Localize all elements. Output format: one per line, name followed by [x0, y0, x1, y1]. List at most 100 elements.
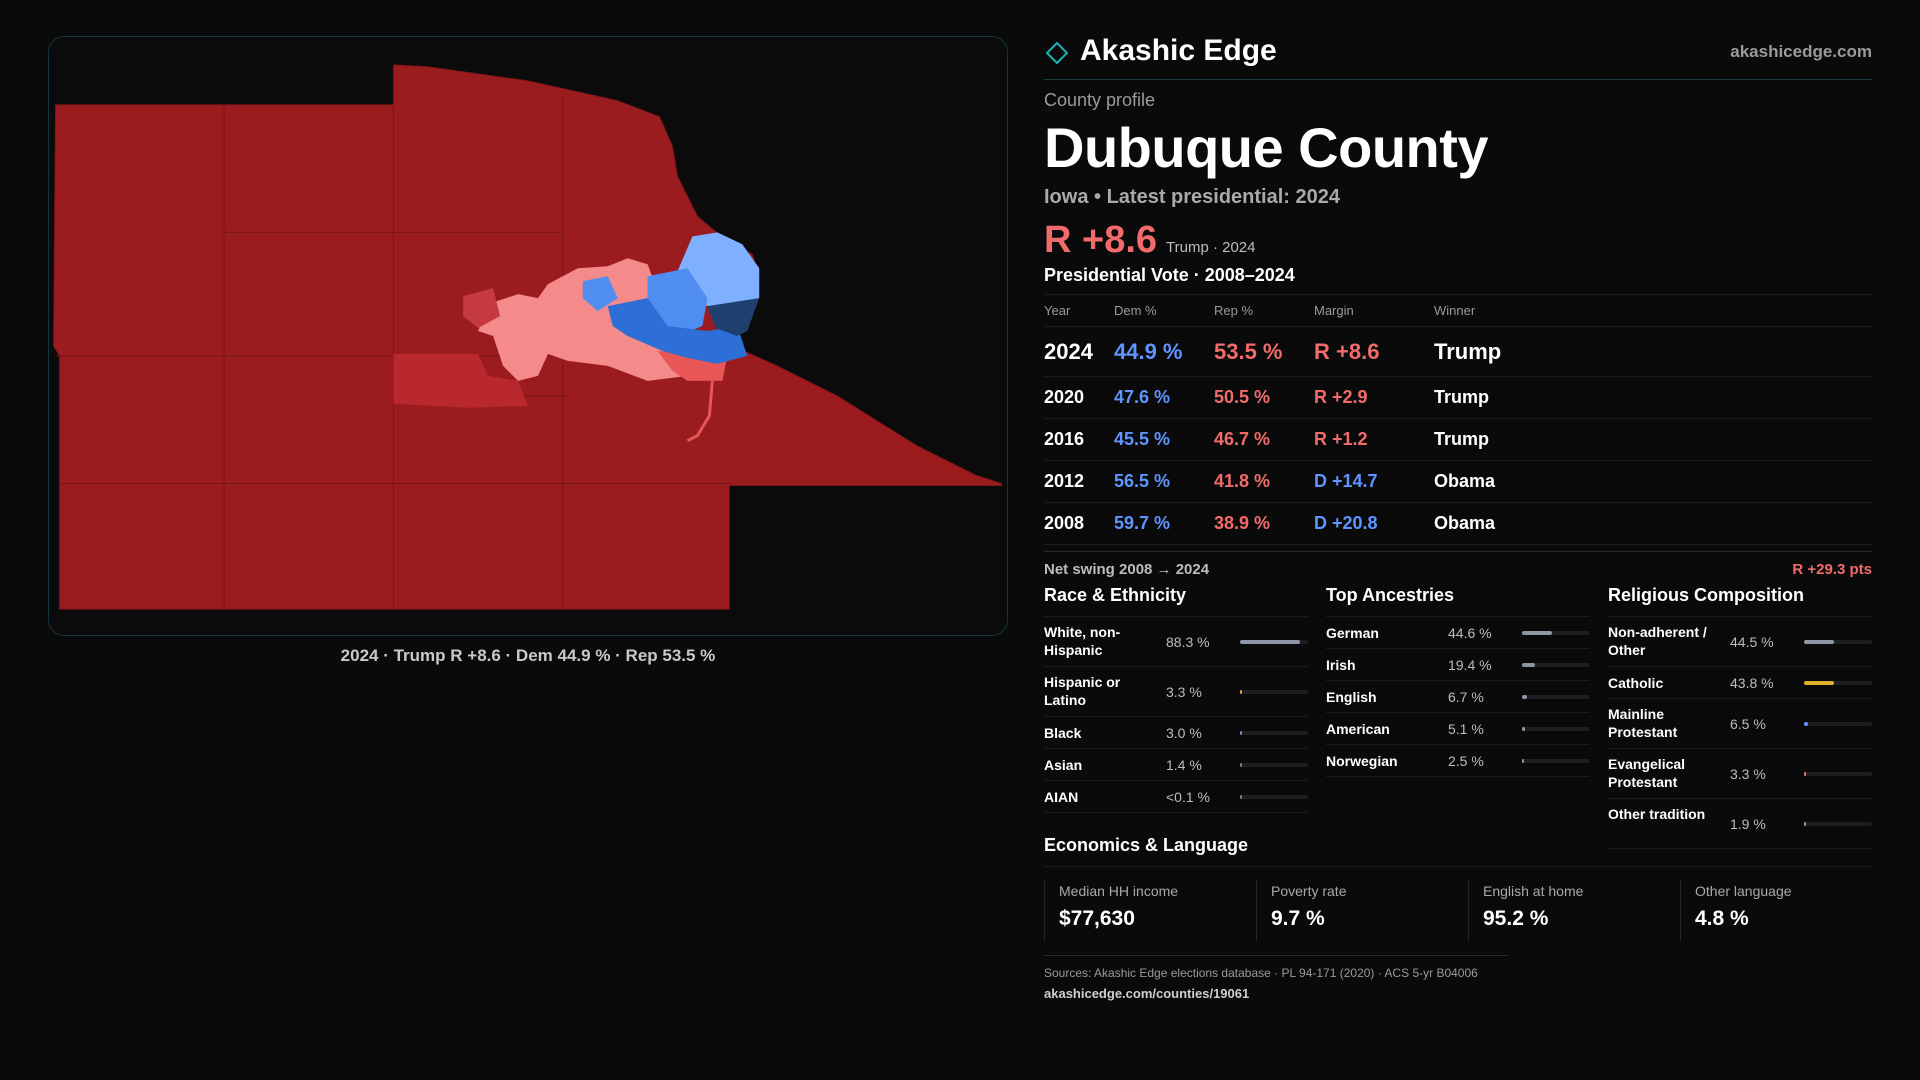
- religion-label: Evangelical Protestant: [1608, 756, 1686, 790]
- table-row[interactable]: 2020 47.6 % 50.5 % R +2.9 Trump: [1044, 376, 1872, 419]
- precinct-map[interactable]: [49, 37, 1007, 635]
- race-value: 3.3 %: [1166, 684, 1202, 700]
- precincts-dem-strong[interactable]: [607, 298, 748, 364]
- ancestry-row: German 44.6 %: [1326, 617, 1590, 649]
- econ-label: English at home: [1483, 883, 1584, 899]
- sources-link[interactable]: akashicedge.com/counties/19061: [1044, 986, 1250, 1001]
- religion-bar: [1804, 640, 1872, 644]
- religion-bar: [1804, 772, 1872, 776]
- race-bar: [1240, 795, 1308, 799]
- margin-cell: R +2.9: [1314, 376, 1434, 419]
- precincts-rep-light[interactable]: [478, 258, 698, 381]
- religion-label: Mainline Protestant: [1608, 706, 1678, 740]
- race-bar: [1240, 731, 1308, 735]
- margin-cell: D +20.8: [1314, 502, 1434, 545]
- margin-cell: R +1.2: [1314, 418, 1434, 461]
- race-label: Hispanic or Latino: [1044, 674, 1121, 708]
- brand-name: Akashic Edge: [1080, 34, 1277, 67]
- religion-bar-fill: [1804, 822, 1807, 826]
- rep-cell: 53.5 %: [1214, 326, 1314, 377]
- dem-cell: 59.7 %: [1114, 502, 1214, 545]
- county-map[interactable]: [48, 36, 1008, 636]
- winner-cell: Obama: [1434, 460, 1872, 503]
- margin-summary: R +8.6 Trump · 2024: [1044, 219, 1872, 263]
- dem-cell: 47.6 %: [1114, 376, 1214, 419]
- winner-cell: Obama: [1434, 502, 1872, 545]
- ancestry-bar: [1522, 695, 1590, 699]
- table-row[interactable]: 2024 44.9 % 53.5 % R +8.6 Trump: [1044, 326, 1872, 377]
- precincts-rep-med-west[interactable]: [463, 288, 501, 329]
- votes-title: Presidential Vote · 2008–2024: [1044, 265, 1295, 285]
- race-label: Black: [1044, 725, 1082, 741]
- sources-text: Sources: Akashic Edge elections database…: [1044, 966, 1478, 980]
- religion-label: Non-adherent / Other: [1608, 624, 1707, 658]
- econ-value: 95.2 %: [1483, 907, 1549, 930]
- ancestry-bar-fill: [1522, 727, 1526, 731]
- race-panel: Race & Ethnicity White, non-Hispanic 88.3…: [1044, 585, 1308, 813]
- ancestry-bar-fill: [1522, 631, 1553, 635]
- race-value: 1.4 %: [1166, 757, 1202, 773]
- religion-title: Religious Composition: [1608, 585, 1872, 617]
- table-row[interactable]: 2012 56.5 % 41.8 % D +14.7 Obama: [1044, 460, 1872, 503]
- ancestry-bar: [1522, 663, 1590, 667]
- race-label: White, non-Hispanic: [1044, 624, 1121, 658]
- religion-bar: [1804, 722, 1872, 726]
- econ-cell-poverty: Poverty rate 9.7 %: [1256, 879, 1446, 941]
- table-row[interactable]: 2016 45.5 % 46.7 % R +1.2 Trump: [1044, 418, 1872, 461]
- religion-row: Non-adherent / Other 44.5 %: [1608, 617, 1872, 667]
- race-value: 3.0 %: [1166, 725, 1202, 741]
- ancestry-title: Top Ancestries: [1326, 585, 1590, 617]
- religion-value: 43.8 %: [1730, 675, 1774, 691]
- ancestry-value: 19.4 %: [1448, 657, 1492, 673]
- ancestry-panel: Top Ancestries German 44.6 % Irish 19.4 % En…: [1326, 585, 1590, 777]
- race-row: White, non-Hispanic 88.3 %: [1044, 617, 1308, 667]
- econ-cell-income: Median HH income $77,630: [1044, 879, 1234, 941]
- religion-row: Mainline Protestant 6.5 %: [1608, 699, 1872, 749]
- precincts-dem-dark[interactable]: [707, 298, 760, 336]
- religion-bar: [1804, 681, 1872, 685]
- county-subtitle: Iowa • Latest presidential: 2024: [1044, 186, 1340, 208]
- race-row: Black 3.0 %: [1044, 717, 1308, 749]
- rep-cell: 50.5 %: [1214, 376, 1314, 419]
- ancestry-label: German: [1326, 625, 1379, 641]
- dem-cell: 56.5 %: [1114, 460, 1214, 503]
- religion-bar-fill: [1804, 722, 1809, 726]
- race-title: Race & Ethnicity: [1044, 585, 1308, 617]
- ancestry-bar: [1522, 759, 1590, 763]
- brand-header: Akashic Edge akashicedge.com: [1044, 30, 1872, 80]
- religion-label: Catholic: [1608, 675, 1664, 691]
- col-rep: Rep %: [1214, 294, 1314, 327]
- township-lines: [55, 96, 730, 610]
- precinct-tail: [686, 380, 714, 442]
- economics-title: Economics & Language: [1044, 835, 1872, 867]
- religion-bar-fill: [1804, 772, 1807, 776]
- net-swing: Net swing 2008 → 2024 R +29.3 pts: [1044, 551, 1872, 585]
- map-caption: 2024 · Trump R +8.6 · Dem 44.9 % · Rep 5…: [340, 646, 716, 665]
- ancestry-bar-fill: [1522, 695, 1527, 699]
- religion-value: 1.9 %: [1730, 816, 1766, 832]
- race-row: Hispanic or Latino 3.3 %: [1044, 667, 1308, 717]
- year-cell: 2008: [1044, 502, 1114, 545]
- race-bar-fill: [1240, 690, 1243, 694]
- precincts-dem-west[interactable]: [582, 276, 618, 312]
- brand-url-link[interactable]: akashicedge.com: [1730, 42, 1872, 61]
- rep-cell: 38.9 %: [1214, 502, 1314, 545]
- econ-label: Other language: [1695, 883, 1792, 899]
- margin-cell: D +14.7: [1314, 460, 1434, 503]
- ancestry-value: 5.1 %: [1448, 721, 1484, 737]
- ancestry-label: Irish: [1326, 657, 1356, 673]
- religion-label: Other tradition: [1608, 806, 1706, 822]
- race-bar-fill: [1240, 795, 1243, 799]
- table-row[interactable]: 2008 59.7 % 38.9 % D +20.8 Obama: [1044, 502, 1872, 545]
- race-bar-fill: [1240, 640, 1301, 644]
- race-value: 88.3 %: [1166, 634, 1210, 650]
- religion-value: 6.5 %: [1730, 716, 1766, 732]
- ancestry-value: 2.5 %: [1448, 753, 1484, 769]
- winner-cell: Trump: [1434, 376, 1872, 419]
- econ-value: $77,630: [1059, 907, 1135, 930]
- year-cell: 2016: [1044, 418, 1114, 461]
- precincts-rep-mid[interactable]: [393, 353, 528, 408]
- religion-value: 3.3 %: [1730, 766, 1766, 782]
- brand-logo-icon: [1046, 42, 1068, 64]
- ancestry-label: Norwegian: [1326, 753, 1398, 769]
